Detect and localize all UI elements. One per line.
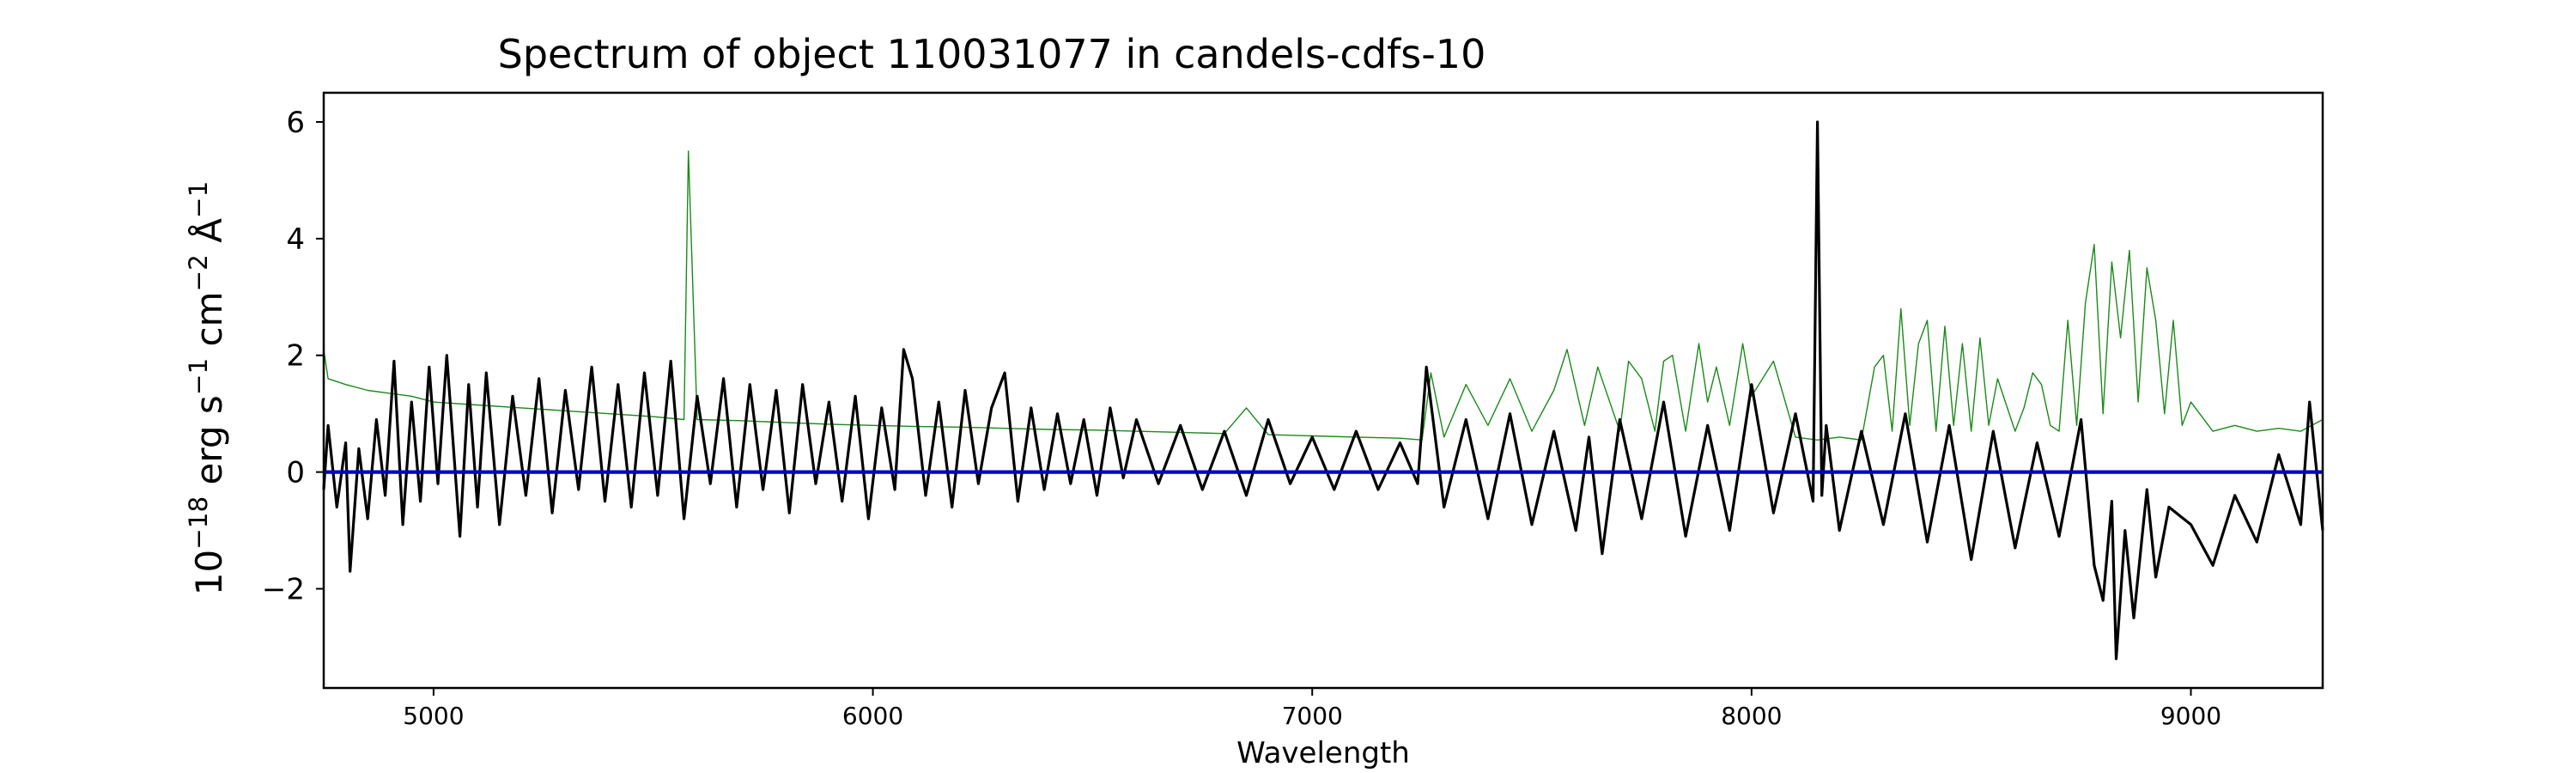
x-tick-label: 6000 [842,702,903,730]
series-layer [322,120,2324,660]
y-tick-label: 6 [286,106,305,140]
y-tick-label: −2 [262,573,305,607]
x-axis-label: Wavelength [1236,736,1410,770]
chart-title: Spectrum of object 110031077 in candels-… [498,31,1486,77]
axes-frame [322,91,2324,690]
x-tick-label: 7000 [1282,702,1343,730]
y-axis-ticks: −2 0 2 4 6 [262,106,324,607]
series-line-0 [323,150,2324,441]
y-tick-label: 2 [286,339,305,374]
x-axis-ticks: 5000 6000 7000 8000 9000 [403,688,2221,730]
series-line-1 [322,120,2324,660]
x-tick-label: 9000 [2160,702,2221,730]
x-tick-label: 5000 [403,702,464,730]
y-tick-label: 0 [286,456,305,490]
x-tick-label: 8000 [1721,702,1782,730]
plot-area [322,91,2324,690]
y-tick-label: 4 [286,222,305,257]
